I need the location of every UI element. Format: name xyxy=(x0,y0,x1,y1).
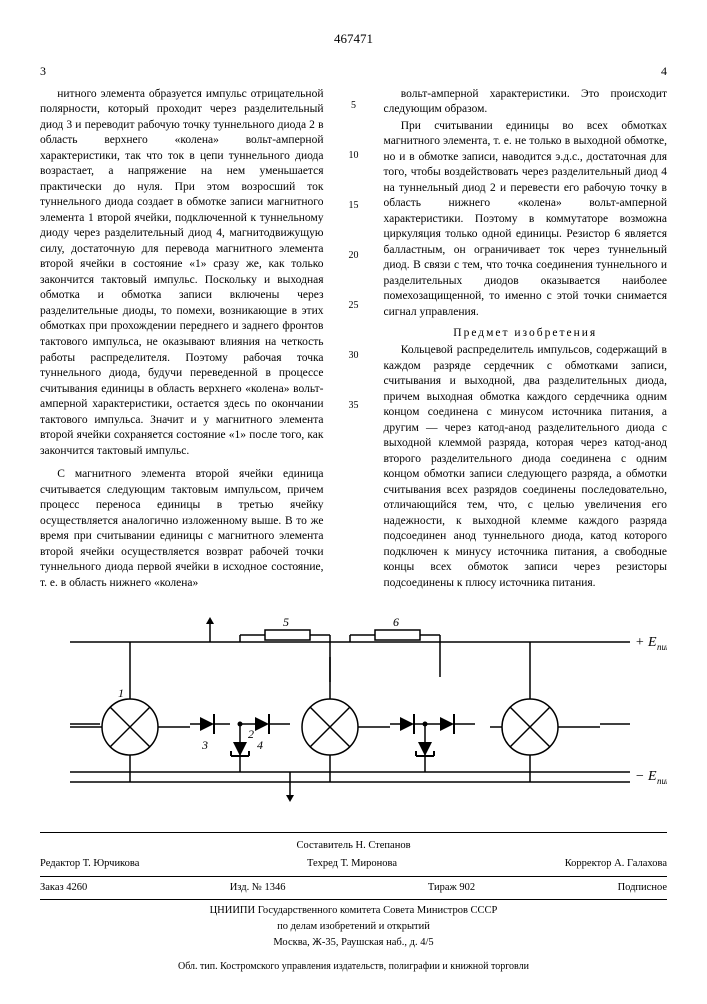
footer-editor: Редактор Т. Юрчикова xyxy=(40,857,139,871)
ln: 15 xyxy=(344,199,364,213)
footer: Составитель Н. Степанов Редактор Т. Юрчи… xyxy=(40,832,667,974)
ln: 20 xyxy=(344,249,364,263)
footer-tirazh: Тираж 902 xyxy=(428,881,475,895)
right-p1: вольт-амперной характеристики. Это проис… xyxy=(384,87,668,118)
svg-text:3: 3 xyxy=(201,738,208,752)
rail-top-label: + E xyxy=(635,635,657,650)
footer-printer: Обл. тип. Костромского управления издате… xyxy=(40,960,667,974)
page-labels: 3 4 xyxy=(40,63,667,79)
ln: 5 xyxy=(344,99,364,113)
footer-author: Составитель Н. Степанов xyxy=(40,839,667,853)
footer-proof: Корректор А. Галахова xyxy=(565,857,667,871)
footer-izd: Изд. № 1346 xyxy=(230,881,286,895)
left-p1: нитного элемента образуется импульс отри… xyxy=(40,87,324,459)
right-column: вольт-амперной характеристики. Это проис… xyxy=(384,87,668,593)
svg-text:пит: пит xyxy=(657,642,667,652)
rail-bot-label: − E xyxy=(635,769,657,784)
footer-inst2: по делам изобретений и открытий xyxy=(40,920,667,934)
subject-heading: Предмет изобретения xyxy=(384,326,668,342)
left-p2: С магнитного элемента второй ячейки един… xyxy=(40,467,324,591)
svg-text:6: 6 xyxy=(393,615,399,629)
line-number-gutter: 5 10 15 20 25 30 35 xyxy=(344,87,364,593)
footer-inst1: ЦНИИПИ Государственного комитета Совета … xyxy=(40,904,667,918)
ln: 30 xyxy=(344,349,364,363)
page-left: 3 xyxy=(40,63,46,79)
svg-text:2: 2 xyxy=(248,727,254,741)
svg-text:5: 5 xyxy=(283,615,289,629)
svg-text:1: 1 xyxy=(118,686,124,700)
footer-sign: Подписное xyxy=(618,881,667,895)
svg-text:4: 4 xyxy=(257,738,263,752)
right-p3: Кольцевой распределитель импульсов, соде… xyxy=(384,343,668,591)
ln: 25 xyxy=(344,299,364,313)
patent-number: 467471 xyxy=(40,30,667,48)
left-column: нитного элемента образуется импульс отри… xyxy=(40,87,324,593)
ln: 35 xyxy=(344,399,364,413)
right-p2: При считывании единицы во всех обмотках … xyxy=(384,119,668,321)
circuit-diagram: + E пит − E пит 5 6 1 xyxy=(40,612,667,812)
footer-order: Заказ 4260 xyxy=(40,881,87,895)
text-columns: нитного элемента образуется импульс отри… xyxy=(40,87,667,593)
footer-addr: Москва, Ж-35, Раушская наб., д. 4/5 xyxy=(40,936,667,950)
ln: 10 xyxy=(344,149,364,163)
svg-text:пит: пит xyxy=(657,776,667,786)
footer-tech: Техред Т. Миронова xyxy=(307,857,397,871)
page-right: 4 xyxy=(661,63,667,79)
